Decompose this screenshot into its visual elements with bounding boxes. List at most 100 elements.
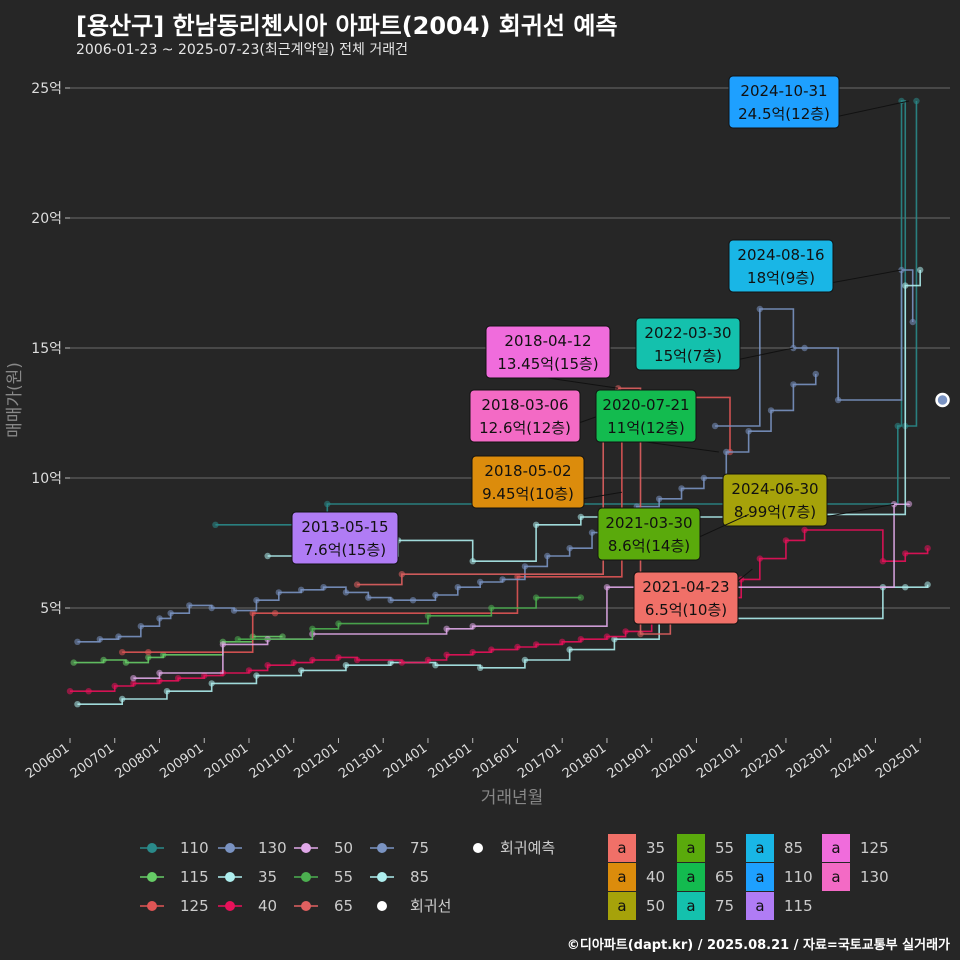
data-point-130 [186,602,193,609]
legend-label-swatch [746,863,774,891]
series-line-110 [215,100,918,526]
data-point-65 [353,581,361,588]
annotation-price: 9.45억(10층) [482,485,574,503]
data-point-55 [309,625,316,632]
legend-label-swatch [677,892,705,920]
annotation-date: 2018-05-02 [484,462,571,480]
data-point-130 [409,597,417,604]
data-point-130 [521,563,529,570]
annotation-date: 2024-08-16 [737,246,824,264]
data-point-50 [130,675,137,682]
data-point-50 [469,623,476,630]
data-point-35 [297,667,305,674]
annotation-leader [645,441,719,453]
legend-marker [147,872,157,882]
annotation-price: 13.45억(15층) [497,355,598,373]
legend-label-glyph: a [686,897,695,915]
annotation-box [728,239,834,293]
legend-label: 125 [180,897,209,915]
x-tick-label: 201501 [426,741,475,782]
data-point-65 [398,571,406,578]
data-point-35 [432,662,439,669]
annotation-date: 2021-04-23 [642,578,729,596]
data-point-130 [387,597,394,604]
data-point-50 [219,641,227,648]
x-tick-label: 200901 [157,741,206,782]
data-point-50 [156,669,163,677]
annotation-box [722,473,828,527]
annotation-box [635,317,741,371]
data-point-130 [96,636,104,643]
data-point-35 [521,656,529,664]
legend-label-glyph: a [831,839,840,857]
legend-label-glyph: a [617,897,626,915]
y-tick-label: 10억 [31,471,62,487]
legend-label-swatch [608,863,636,891]
data-point-55 [335,620,342,627]
data-point-40 [335,654,342,661]
annotation-date: 2020-07-21 [602,396,689,414]
y-tick-label: 25억 [31,81,62,97]
data-point-130 [432,591,439,599]
annotation-date: 2024-06-30 [731,480,818,498]
series-line-115 [73,635,283,664]
data-point-55 [532,594,540,601]
data-point-35 [476,664,484,671]
data-point-55 [234,636,241,643]
legend-prediction-label: 회귀예측 [500,839,555,857]
data-point-130 [790,381,797,388]
legend-marker [301,872,311,882]
data-point-40 [532,641,540,648]
legend-label-text: 125 [860,839,889,857]
data-point-130 [745,428,752,435]
data-point-130 [208,604,215,612]
data-point-130 [476,578,484,586]
annotation-price: 6.5억(10층) [645,601,727,619]
data-point-40 [111,682,118,690]
legend-label: 40 [258,897,277,915]
annotation-box [469,389,581,443]
data-point-130 [767,407,775,414]
annotation-date: 2022-03-30 [644,324,731,342]
annotation-date: 2013-05-15 [301,518,388,536]
data-point-35 [611,636,618,643]
data-point-35 [566,646,573,653]
annotation-box [291,511,399,565]
data-point-40 [801,526,808,534]
data-point-40 [622,628,629,635]
legend-marker [377,843,387,853]
x-tick-label: 202301 [784,741,833,782]
data-point-50 [443,625,450,632]
data-point-130 [297,586,305,593]
data-point-35 [208,680,215,687]
annotation-price: 8.99억(7층) [734,503,816,521]
x-tick-label: 201701 [515,741,564,782]
legend-label-text: 40 [646,868,665,886]
data-point-110 [324,500,331,508]
data-point-110 [212,521,219,528]
data-point-130 [678,485,685,492]
legend-label: 110 [180,839,209,857]
x-tick-label: 201601 [470,741,519,782]
legend-label-glyph: a [686,839,695,857]
data-point-130 [499,576,506,583]
data-point-40 [156,677,163,684]
legend-label-swatch [822,863,850,891]
data-point-85 [916,266,924,274]
data-point-40 [879,558,887,565]
x-tick-label: 202201 [739,741,788,782]
x-tick-label: 201901 [605,741,654,782]
x-tick-label: 201201 [292,741,341,782]
data-point-75 [801,344,808,352]
data-point-75 [711,422,719,430]
data-point-85 [902,282,909,289]
data-point-40 [902,550,909,557]
y-axis-title: 매매가(원) [5,362,25,438]
legend-label-text: 130 [860,868,889,886]
legend-label-swatch [677,863,705,891]
legend-label: 115 [180,868,209,886]
legend-label-text: 65 [715,868,734,886]
data-point-115 [279,633,286,640]
data-point-35 [119,695,126,703]
data-point-110 [894,422,901,430]
